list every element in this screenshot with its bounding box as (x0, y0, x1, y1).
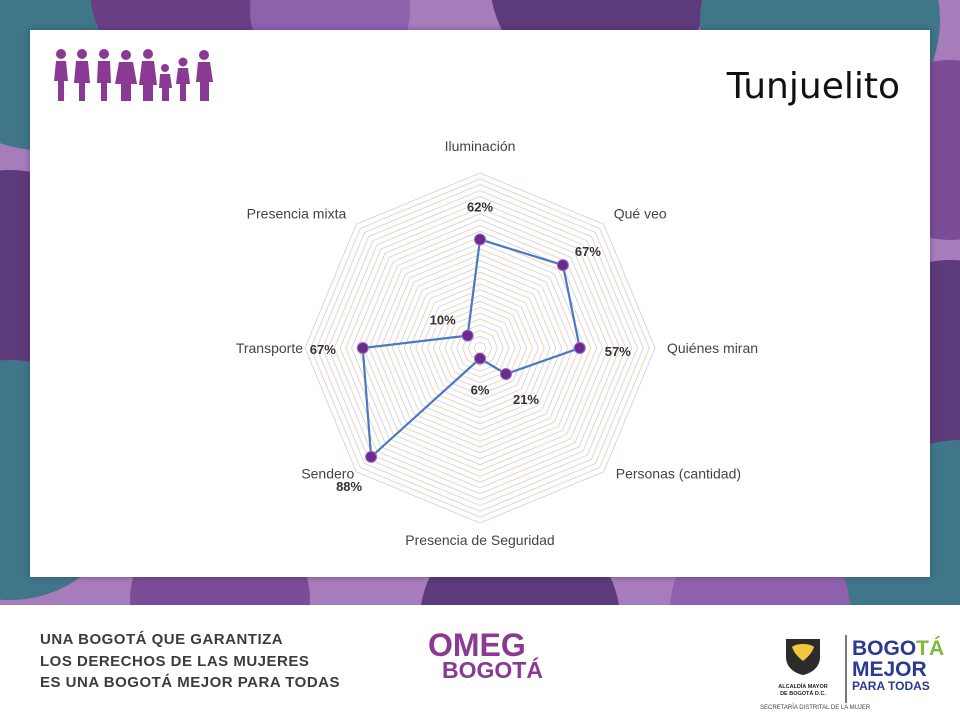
slogan-line: ES UNA BOGOTÁ MEJOR PARA TODAS (40, 674, 341, 691)
radar-chart: Iluminación Qué veo Quiénes miran Personas … (236, 138, 758, 548)
axis-label: Personas (cantidad) (616, 466, 741, 482)
grid-ring (438, 306, 522, 390)
data-point (365, 450, 378, 463)
data-point (461, 329, 474, 342)
grid-ring (351, 219, 609, 477)
grid-ring (316, 184, 644, 512)
grid-ring (473, 341, 487, 355)
axis-label: Quiénes miran (667, 340, 758, 356)
grid-ring (333, 201, 627, 495)
axis-label: Presencia mixta (247, 205, 347, 221)
data-point (474, 352, 486, 365)
slogan: UNA BOGOTÁ QUE GARANTIZA LOS DERECHOS DE… (40, 629, 340, 694)
data-label: 6% (471, 383, 490, 398)
slogan-line: UNA BOGOTÁ QUE GARANTIZA (40, 631, 284, 648)
alcaldia-line: ALCALDÍA MAYOR (778, 684, 828, 690)
slogan-line: LOS DERECHOS DE LAS MUJERES (40, 652, 310, 670)
omeg-logo-bottom: BOGOTÁ (442, 657, 543, 683)
axis-label: Presencia de Seguridad (405, 532, 554, 548)
data-point (573, 342, 586, 354)
grid-ring (432, 300, 528, 396)
grid-ring (427, 295, 533, 401)
grid-ring (386, 254, 574, 442)
grid-ring (327, 195, 633, 501)
grid-ring (421, 289, 539, 407)
alcaldia-logo: ALCALDÍA MAYOR DE BOGOTÁ D.C. (762, 635, 844, 698)
bogota-mejor-logo: BOGOTÁ MEJOR PARA TODAS (852, 637, 945, 693)
logo-divider (845, 635, 847, 703)
grid-ring (304, 172, 656, 524)
bogota-mejor-prefix: BOGO (852, 637, 917, 660)
data-label: 88% (336, 479, 362, 494)
secretaria-text: SECRETARÍA DISTRITAL DE LA MUJER (760, 705, 871, 711)
omeg-logo-top: OMEG (428, 627, 526, 663)
slide-title: Tunjuelito (726, 66, 900, 107)
bogota-mejor-line3: PARA TODAS (852, 679, 930, 693)
grid-ring (397, 265, 563, 431)
grid-ring (374, 242, 586, 454)
grid-ring (392, 260, 568, 436)
grid-ring (310, 178, 650, 518)
data-point (474, 233, 486, 246)
grid-ring (380, 248, 580, 448)
axis-label: Iluminación (445, 138, 516, 154)
grid-ring (362, 230, 598, 466)
data-label: 62% (467, 200, 493, 215)
alcaldia-line: DE BOGOTÁ D.C. (780, 691, 826, 697)
grid-ring (339, 207, 621, 489)
axis-label: Transporte (236, 340, 303, 356)
data-label: 57% (605, 344, 631, 359)
data-label: 67% (575, 244, 601, 259)
data-point (499, 367, 512, 380)
axis-label: Sendero (301, 466, 354, 482)
women-figures-icon (54, 49, 213, 101)
data-point (356, 342, 369, 354)
axis-label: Qué veo (614, 205, 667, 221)
grid-ring (415, 283, 545, 413)
data-label: 21% (513, 392, 539, 407)
grid-ring (345, 213, 615, 483)
grid-ring (409, 277, 551, 419)
grid-ring (450, 318, 510, 378)
grid-ring (357, 225, 603, 471)
data-label: 67% (310, 342, 336, 357)
shield-icon (786, 639, 820, 675)
bogota-mejor-line2: MEJOR (852, 658, 927, 681)
bogota-mejor-accent: TÁ (916, 637, 945, 660)
grid-ring (368, 236, 592, 460)
data-label: 10% (430, 313, 456, 328)
grid-ring (403, 271, 557, 425)
footer: UNA BOGOTÁ QUE GARANTIZA LOS DERECHOS DE… (0, 605, 960, 720)
slide-card: Iluminación Qué veo Quiénes miran Personas … (30, 30, 930, 577)
grid-ring (322, 190, 638, 506)
grid-ring (444, 312, 516, 384)
data-point (556, 259, 569, 272)
